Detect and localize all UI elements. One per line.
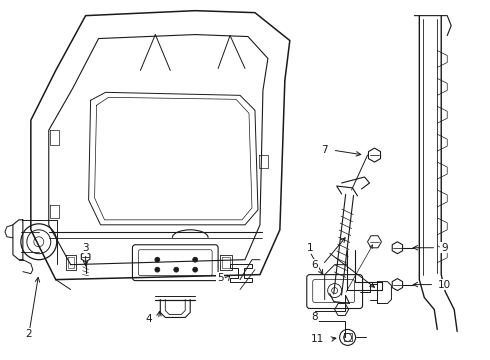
FancyBboxPatch shape xyxy=(307,275,363,309)
Text: 3: 3 xyxy=(82,243,89,253)
Circle shape xyxy=(174,267,179,272)
Text: 2: 2 xyxy=(25,329,32,339)
Text: 4: 4 xyxy=(145,314,152,324)
FancyBboxPatch shape xyxy=(313,280,355,302)
Text: 8: 8 xyxy=(312,312,318,323)
Circle shape xyxy=(155,267,160,272)
Circle shape xyxy=(155,257,160,262)
Circle shape xyxy=(193,267,197,272)
FancyBboxPatch shape xyxy=(132,245,218,280)
Text: 9: 9 xyxy=(441,243,447,253)
Text: 7: 7 xyxy=(321,145,328,155)
Text: 11: 11 xyxy=(311,334,324,345)
Text: 1: 1 xyxy=(306,243,313,253)
Text: 10: 10 xyxy=(438,280,451,289)
Text: 5: 5 xyxy=(217,273,223,283)
Text: 6: 6 xyxy=(312,260,318,270)
FancyBboxPatch shape xyxy=(138,250,212,276)
Circle shape xyxy=(193,257,197,262)
